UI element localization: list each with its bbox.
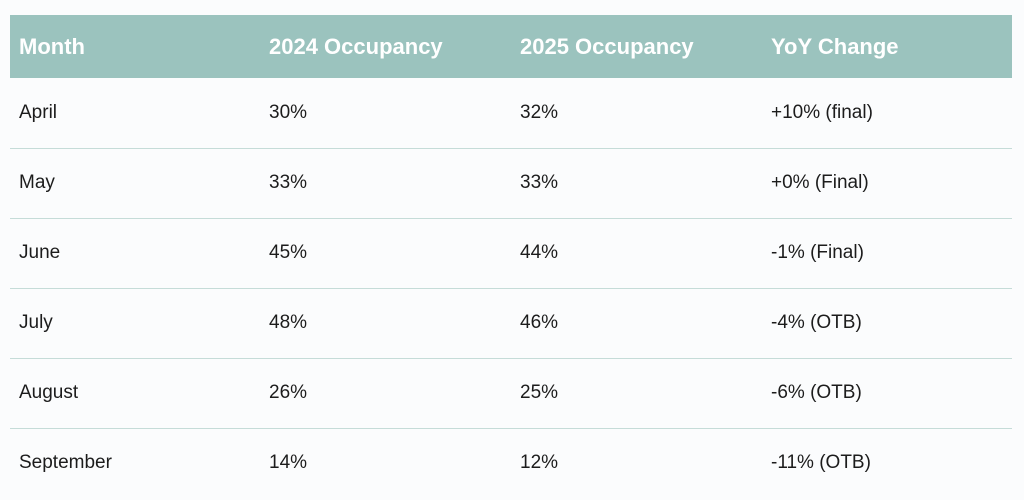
column-header-month: Month	[19, 33, 85, 59]
cell-2025-occupancy: 33%	[520, 172, 559, 193]
cell-2025-occupancy: 46%	[520, 312, 559, 333]
table-row: April 30% 32% +10% (final)	[10, 78, 1012, 148]
table-row: June 45% 44% -1% (Final)	[10, 218, 1012, 288]
cell-2024-occupancy: 45%	[269, 242, 308, 263]
cell-yoy-change: -4% (OTB)	[771, 312, 862, 333]
column-header-2025-occupancy: 2025 Occupancy	[520, 33, 694, 59]
cell-month: May	[19, 172, 55, 193]
cell-2025-occupancy: 44%	[520, 242, 559, 263]
occupancy-table: Month 2024 Occupancy 2025 Occupancy YoY …	[10, 15, 1012, 498]
table-row: September 14% 12% -11% (OTB)	[10, 428, 1012, 498]
cell-yoy-change: +0% (Final)	[771, 172, 869, 193]
cell-yoy-change: -11% (OTB)	[771, 452, 871, 474]
table-row: July 48% 46% -4% (OTB)	[10, 288, 1012, 358]
cell-2024-occupancy: 14%	[269, 452, 308, 474]
cell-month: August	[19, 382, 79, 403]
table-row: August 26% 25% -6% (OTB)	[10, 358, 1012, 428]
cell-month: September	[19, 452, 112, 474]
table-header-row: Month 2024 Occupancy 2025 Occupancy YoY …	[10, 15, 1012, 78]
cell-yoy-change: -6% (OTB)	[771, 382, 862, 403]
cell-2024-occupancy: 33%	[269, 172, 308, 193]
cell-month: June	[19, 242, 61, 263]
cell-month: April	[19, 101, 58, 123]
cell-2024-occupancy: 30%	[269, 101, 308, 123]
column-header-yoy-change: YoY Change	[771, 33, 899, 59]
cell-2024-occupancy: 26%	[269, 382, 308, 403]
cell-2025-occupancy: 25%	[520, 382, 559, 403]
cell-2025-occupancy: 12%	[520, 452, 559, 474]
column-header-2024-occupancy: 2024 Occupancy	[269, 33, 443, 59]
cell-yoy-change: -1% (Final)	[771, 242, 864, 263]
cell-yoy-change: +10% (final)	[771, 101, 873, 123]
cell-2024-occupancy: 48%	[269, 312, 308, 333]
table-row: May 33% 33% +0% (Final)	[10, 148, 1012, 218]
cell-month: July	[19, 312, 53, 333]
cell-2025-occupancy: 32%	[520, 101, 559, 123]
